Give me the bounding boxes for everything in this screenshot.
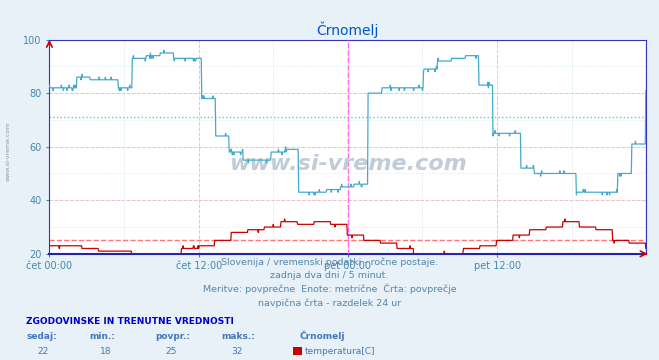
Text: zadnja dva dni / 5 minut.: zadnja dva dni / 5 minut.	[270, 271, 389, 280]
Text: 25: 25	[165, 347, 177, 356]
Text: navpična črta - razdelek 24 ur: navpična črta - razdelek 24 ur	[258, 298, 401, 308]
Text: 32: 32	[231, 347, 243, 356]
Text: Slovenija / vremenski podatki - ročne postaje.: Slovenija / vremenski podatki - ročne po…	[221, 257, 438, 267]
Text: www.si-vreme.com: www.si-vreme.com	[5, 121, 11, 181]
Text: 22: 22	[37, 347, 49, 356]
Text: maks.:: maks.:	[221, 332, 254, 341]
Text: 18: 18	[100, 347, 111, 356]
Text: sedaj:: sedaj:	[26, 332, 57, 341]
Text: Meritve: povprečne  Enote: metrične  Črta: povprečje: Meritve: povprečne Enote: metrične Črta:…	[203, 283, 456, 294]
Text: Črnomelj: Črnomelj	[300, 330, 345, 341]
Title: Črnomelj: Črnomelj	[316, 22, 379, 39]
Text: povpr.:: povpr.:	[155, 332, 190, 341]
Text: min.:: min.:	[89, 332, 115, 341]
Text: www.si-vreme.com: www.si-vreme.com	[229, 154, 467, 174]
Text: ZGODOVINSKE IN TRENUTNE VREDNOSTI: ZGODOVINSKE IN TRENUTNE VREDNOSTI	[26, 317, 234, 326]
Text: temperatura[C]: temperatura[C]	[305, 347, 376, 356]
